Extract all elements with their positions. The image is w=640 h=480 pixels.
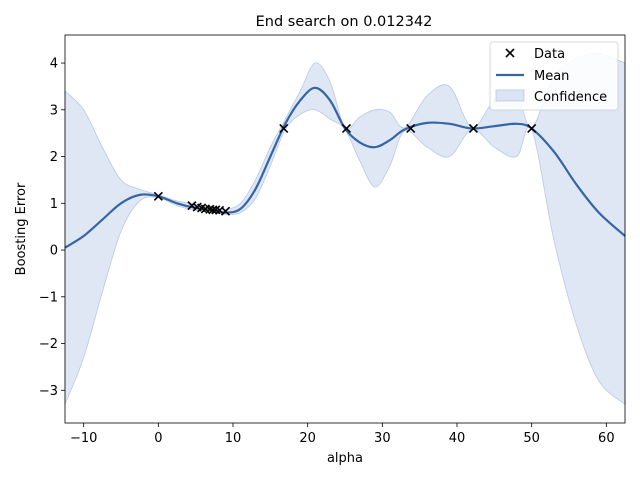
x-axis-label: alpha [327, 451, 363, 466]
mean-line [64, 86, 626, 249]
x-tick-label: 60 [598, 431, 615, 446]
x-tick-label: 30 [374, 431, 391, 446]
legend: Data Mean Confidence [489, 41, 619, 111]
data-point [406, 123, 416, 134]
x-tick-label: 0 [154, 431, 162, 446]
data-point [279, 123, 289, 134]
x-tick-label: 20 [299, 431, 316, 446]
data-point [211, 205, 221, 215]
data-markers [153, 123, 537, 216]
y-tick-label: 1 [50, 197, 58, 212]
x-tick-label: 40 [449, 431, 466, 446]
data-point [187, 201, 197, 211]
x-tick-label: 10 [225, 431, 242, 446]
data-point [220, 206, 231, 216]
plot-frame [64, 34, 626, 424]
legend-label-mean: Mean [534, 69, 569, 84]
data-point [527, 123, 537, 134]
data-point [153, 191, 163, 201]
legend-marker-data [505, 48, 515, 58]
y-axis-label: Boosting Error [14, 182, 29, 275]
x-axis-ticks: −10 0 10 20 30 40 50 60 [70, 423, 615, 446]
y-tick-label: −1 [39, 290, 58, 305]
legend-label-confidence: Confidence [534, 90, 607, 105]
y-tick-label: 0 [50, 244, 58, 259]
legend-label-data: Data [534, 47, 565, 62]
x-tick-label: −10 [70, 431, 97, 446]
y-tick-label: 2 [50, 150, 58, 165]
chart-title: End search on 0.012342 [256, 14, 433, 30]
data-point [468, 123, 478, 134]
y-tick-label: 3 [50, 103, 58, 118]
y-tick-label: 4 [50, 57, 58, 72]
y-tick-label: −2 [39, 337, 58, 352]
x-tick-label: 50 [523, 431, 540, 446]
legend-marker-confidence [495, 89, 525, 102]
data-point [341, 123, 352, 134]
y-axis-ticks: −3 −2 −1 0 1 2 3 4 [39, 57, 65, 399]
y-tick-label: −3 [39, 384, 58, 399]
